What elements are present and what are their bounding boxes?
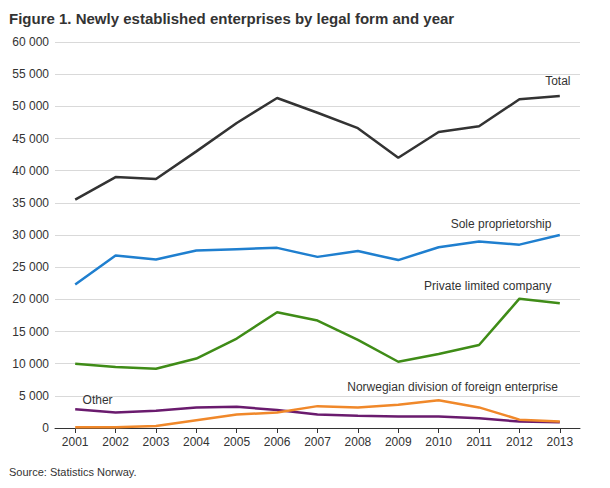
- svg-text:Private limited company: Private limited company: [424, 279, 551, 293]
- svg-text:2006: 2006: [264, 435, 291, 449]
- svg-text:2002: 2002: [102, 435, 129, 449]
- svg-text:0: 0: [42, 421, 49, 435]
- svg-text:Figure 1. Newly established en: Figure 1. Newly established enterprises …: [9, 10, 454, 27]
- svg-text:25 000: 25 000: [12, 260, 49, 274]
- svg-text:45 000: 45 000: [12, 132, 49, 146]
- svg-text:2010: 2010: [425, 435, 452, 449]
- svg-text:2012: 2012: [506, 435, 533, 449]
- svg-text:55 000: 55 000: [12, 67, 49, 81]
- svg-text:2005: 2005: [223, 435, 250, 449]
- svg-text:Total: Total: [545, 74, 570, 88]
- svg-text:2013: 2013: [546, 435, 573, 449]
- svg-text:60 000: 60 000: [12, 35, 49, 49]
- svg-text:2004: 2004: [183, 435, 210, 449]
- svg-text:Norwegian division of foreign: Norwegian division of foreign enterprise: [347, 380, 558, 394]
- svg-text:20 000: 20 000: [12, 292, 49, 306]
- svg-text:2008: 2008: [345, 435, 372, 449]
- svg-text:40 000: 40 000: [12, 164, 49, 178]
- svg-text:Source: Statistics Norway.: Source: Statistics Norway.: [9, 466, 137, 478]
- svg-text:35 000: 35 000: [12, 196, 49, 210]
- svg-text:30 000: 30 000: [12, 228, 49, 242]
- svg-text:10 000: 10 000: [12, 357, 49, 371]
- svg-text:15 000: 15 000: [12, 325, 49, 339]
- svg-text:5 000: 5 000: [19, 389, 49, 403]
- svg-text:2009: 2009: [385, 435, 412, 449]
- svg-text:2001: 2001: [62, 435, 89, 449]
- svg-text:Other: Other: [83, 393, 113, 407]
- svg-text:2007: 2007: [304, 435, 331, 449]
- svg-text:2011: 2011: [466, 435, 492, 449]
- svg-text:Sole proprietorship: Sole proprietorship: [451, 217, 552, 231]
- svg-text:2003: 2003: [143, 435, 170, 449]
- svg-text:50 000: 50 000: [12, 99, 49, 113]
